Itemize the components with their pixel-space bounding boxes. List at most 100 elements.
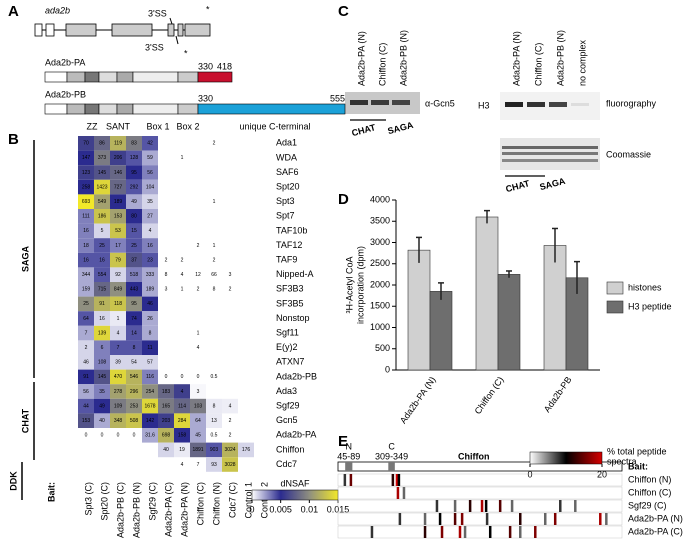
cell-label: 189 [114, 199, 123, 205]
cell-label: 40 [99, 418, 105, 424]
heatmap-cell [142, 311, 158, 326]
cell-label: 546 [130, 374, 139, 380]
exon [111, 23, 153, 37]
heatmap-cell [142, 369, 158, 385]
heatmap-cell [78, 369, 94, 385]
y-axis-label: ³H-Acetyl CoA [344, 256, 354, 313]
colorbar-tick-label: 0 [527, 469, 532, 479]
cell-label: 549 [98, 199, 107, 205]
cell-label: 123 [82, 170, 91, 176]
heatmap-cell [126, 194, 142, 209]
cell-label: 18 [83, 243, 89, 249]
bait-label: Control 2 [259, 482, 269, 519]
heatmap-cell [94, 136, 110, 151]
heatmap-cell [78, 413, 94, 428]
heatmap-cell [94, 238, 110, 253]
bait-row [337, 486, 623, 500]
cell-label: 0.5 [211, 374, 218, 380]
exon [184, 23, 211, 37]
domain-name: N [346, 441, 353, 451]
heatmap-cell [110, 165, 126, 180]
cell-label: 46 [147, 301, 153, 307]
cell-label: 128 [130, 155, 139, 161]
bait-row [337, 525, 623, 539]
protein-label: SF3B5 [276, 298, 304, 308]
peptide-mark [458, 526, 462, 538]
x-tick-label: Ada2b-PB [542, 375, 574, 414]
peptide-mark [435, 500, 439, 512]
bait-label: Ada2b-PB (N) [131, 482, 141, 538]
heatmap-cell [78, 223, 94, 239]
isoform-name: Ada2b-PB [45, 89, 86, 99]
legend-swatch [606, 281, 624, 295]
cell-label: 2 [229, 287, 232, 293]
bait-row [337, 512, 623, 526]
cell-label: 0 [101, 433, 104, 439]
cell-label: 3 [229, 272, 232, 278]
exon [177, 23, 184, 37]
cell-label: 40 [163, 447, 169, 453]
heatmap-cell [78, 179, 94, 195]
domain-segment [84, 71, 100, 83]
bait-label: Ada2b-PB (C) [115, 482, 125, 538]
heatmap-cell [142, 223, 158, 239]
cell-label: 57 [147, 360, 153, 366]
band [350, 100, 368, 105]
cell-label: 7 [85, 330, 88, 336]
cell-label: 8 [149, 330, 152, 336]
isoform-name: Ada2b-PA [45, 57, 85, 67]
x-tick-label: Chiffon (C) [473, 375, 506, 416]
splice-pointer [175, 35, 179, 45]
cell-label: 4 [229, 403, 232, 409]
cell-label: 91 [99, 301, 105, 307]
heatmap-cell [126, 179, 142, 195]
cell-label: 4 [181, 389, 184, 395]
cell-label: 95 [131, 170, 137, 176]
y-tick-label: 2500 [370, 258, 390, 268]
domain-segment [116, 103, 134, 115]
protein-label: E(y)2 [276, 342, 298, 352]
heatmap-cell [94, 325, 110, 341]
cell-label: 79 [115, 257, 121, 263]
peptide-mark [395, 474, 399, 486]
lane-label: Ada2b-PB (N) [555, 30, 565, 86]
domain-segment [44, 71, 68, 83]
domain-range: 309-349 [375, 451, 408, 461]
protein-label: Chiffon [276, 444, 304, 454]
cell-label: 159 [82, 287, 91, 293]
heatmap-cell [94, 194, 110, 209]
heatmap-cell [222, 398, 238, 414]
heatmap-cell [110, 209, 126, 224]
heatmap-cell [126, 209, 142, 224]
peptide-mark [498, 500, 502, 512]
heatmap-cell [158, 398, 174, 414]
cell-label: 284 [178, 418, 187, 424]
peptide-mark [398, 513, 402, 525]
colorbar-tick-label: 0 [249, 504, 254, 514]
heatmap-cell [142, 150, 158, 166]
cell-label: 93 [211, 462, 217, 468]
cell-label: 296 [130, 389, 139, 395]
cell-label: 25 [131, 243, 137, 249]
bait-label: Spt3 (C) [83, 482, 93, 516]
panel-letter: A [8, 3, 19, 20]
cell-label: 0.5 [211, 433, 218, 439]
colorbar [529, 451, 603, 465]
cell-label: 903 [210, 447, 219, 453]
domain-label: Box 1 [146, 121, 169, 131]
cell-label: 183 [162, 389, 171, 395]
y-tick-label: 4000 [370, 194, 390, 204]
panel-letter: B [8, 131, 19, 148]
heatmap-cell [110, 413, 126, 428]
cell-label: 333 [146, 272, 155, 278]
cell-label: 114 [178, 403, 186, 409]
cell-label: 147 [82, 155, 91, 161]
heatmap-cell [78, 194, 94, 209]
heatmap-cell [78, 209, 94, 224]
peptide-mark [605, 513, 608, 525]
heatmap-cell [142, 296, 158, 312]
heatmap-cell [126, 384, 142, 399]
domain-range: 45-89 [337, 451, 360, 461]
heatmap-cell [206, 457, 222, 472]
lane-label: Ada2b-PA (N) [356, 31, 366, 86]
